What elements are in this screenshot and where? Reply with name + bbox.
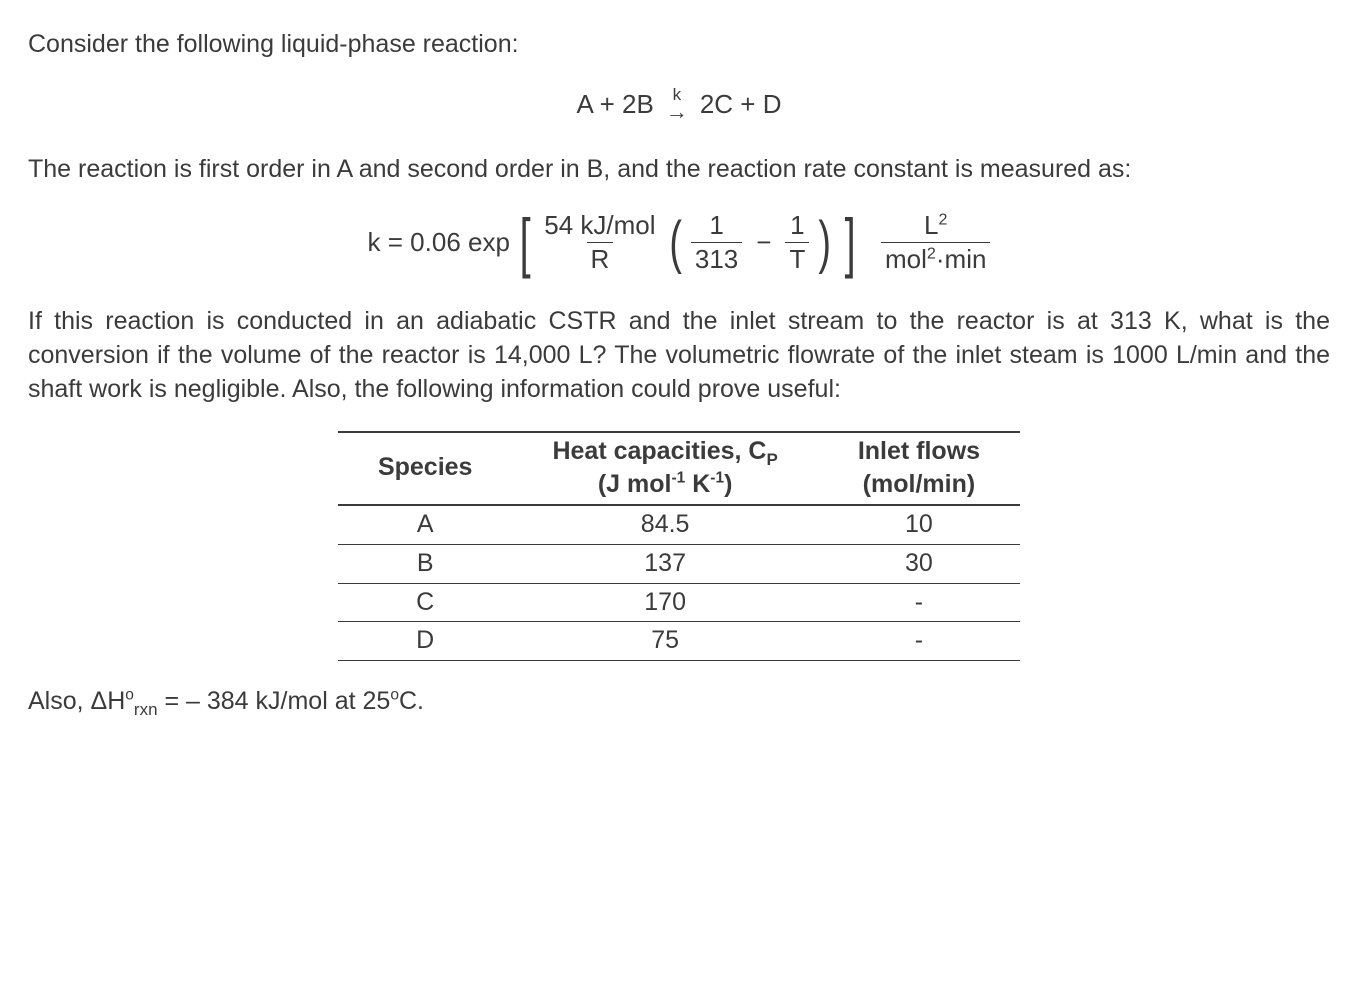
problem-statement-paragraph: If this reaction is conducted in an adia… [28,305,1330,406]
reaction-lhs: A + 2B [577,87,654,122]
intro-paragraph: Consider the following liquid-phase reac… [28,28,1330,62]
frac-1-over-t: 1 T [785,211,809,276]
cell-species: D [338,622,513,661]
cell-cp: 170 [512,583,817,622]
units-num-base: L [924,210,938,240]
rate-constant-equation: k = 0.06 exp [ 54 kJ/mol R ( 1 313 − 1 T… [28,211,1330,276]
cell-inlet: 10 [818,505,1020,544]
cp-units-post: ) [724,470,732,498]
cp-header-line1: Heat capacities, C [552,437,766,465]
cp-units-exp2: -1 [710,470,724,487]
cell-species: C [338,583,513,622]
dh-sub: rxn [134,700,158,719]
cp-units-pre: (J mol [598,470,672,498]
reaction-rhs: 2C + D [700,87,782,122]
rate-intro-paragraph: The reaction is first order in A and sec… [28,153,1330,187]
cell-inlet: 30 [818,544,1020,583]
frac-den: 313 [691,242,742,275]
col-species-header: Species [338,432,513,506]
minus-sign: − [756,225,771,260]
table-row: C 170 - [338,583,1020,622]
right-paren-icon: ) [819,220,832,266]
frac-ea-over-r: 54 kJ/mol R [540,211,659,276]
cell-cp: 75 [512,622,817,661]
inlet-header-line1: Inlet flows [858,437,980,465]
cell-cp: 84.5 [512,505,817,544]
frac-den: T [785,242,809,275]
dh-pre: Also, ΔH [28,687,125,715]
cell-species: A [338,505,513,544]
table-row: B 137 30 [338,544,1020,583]
units-den: mol2·min [881,242,990,275]
arrow-icon: → [666,101,688,123]
species-data-table: Species Heat capacities, CP (J mol-1 K-1… [338,431,1020,662]
units-num: L2 [920,211,951,243]
cell-species: B [338,544,513,583]
frac-num: 54 kJ/mol [540,211,659,243]
col-inlet-header: Inlet flows (mol/min) [818,432,1020,506]
left-bracket-icon: [ [520,216,531,269]
table-row: A 84.5 10 [338,505,1020,544]
units-den-exp: 2 [927,245,936,263]
cell-cp: 137 [512,544,817,583]
frac-1-over-313: 1 313 [691,211,742,276]
frac-num: 1 [786,211,808,243]
frac-num: 1 [705,211,727,243]
units-fraction: L2 mol2·min [881,211,990,276]
cp-units-mid: K [685,470,710,498]
table-row: D 75 - [338,622,1020,661]
cp-header-sub: P [766,450,777,469]
deg-sup: o [390,687,399,704]
units-den-post: ·min [936,244,987,274]
dh-end: C. [399,687,424,715]
right-bracket-icon: ] [844,216,855,269]
inlet-header-line2: (mol/min) [863,470,976,498]
cp-units-exp1: -1 [671,470,685,487]
dh-sup: o [125,687,134,704]
enthalpy-paragraph: Also, ΔHorxn = – 384 kJ/mol at 25oC. [28,685,1330,719]
units-den-pre: mol [885,244,927,274]
reaction-equation: A + 2B k → 2C + D [28,86,1330,123]
arrow-with-k: k → [666,86,688,123]
frac-den: R [587,242,614,275]
dh-post: = – 384 kJ/mol at 25 [158,687,391,715]
col-cp-header: Heat capacities, CP (J mol-1 K-1) [512,432,817,506]
cell-inlet: - [818,583,1020,622]
units-num-exp: 2 [938,210,947,228]
cell-inlet: - [818,622,1020,661]
left-paren-icon: ( [669,220,682,266]
rate-prefix: k = 0.06 exp [368,225,510,260]
